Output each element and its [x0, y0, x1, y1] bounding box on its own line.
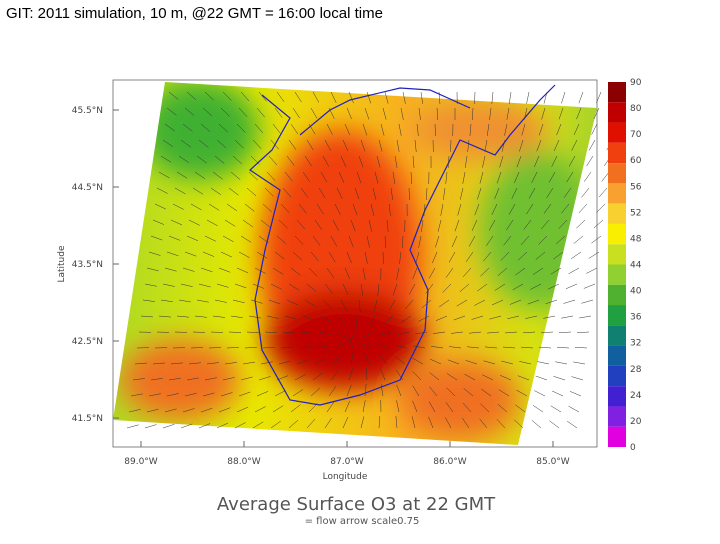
colorbar-swatch: [608, 406, 626, 426]
wind-arrow: [589, 252, 599, 258]
wind-arrow: [571, 377, 583, 380]
colorbar-swatch: [608, 183, 626, 203]
colorbar-swatch: [608, 102, 626, 122]
colorbar-swatch: [608, 204, 626, 224]
wind-arrow: [602, 172, 609, 181]
wind-arrow: [561, 316, 573, 318]
wind-arrow: [534, 391, 545, 396]
wind-arrow: [584, 284, 595, 288]
wind-arrow: [579, 316, 591, 318]
lon-tick-label: 88.0°W: [227, 457, 261, 467]
colorbar-label: 80: [630, 104, 642, 114]
wind-arrow: [581, 300, 593, 303]
colorbar-swatch: [608, 265, 626, 285]
colorbar-label: 52: [630, 208, 641, 218]
colorbar-label: 60: [630, 156, 642, 166]
wind-arrow: [561, 92, 565, 103]
lon-tick-label: 89.0°W: [124, 457, 158, 467]
colorbar-swatch: [608, 346, 626, 366]
wind-arrow: [591, 236, 601, 243]
colorbar-label: 48: [630, 234, 642, 244]
wind-arrow: [582, 188, 589, 197]
wind-arrow: [163, 424, 174, 428]
wind-arrow: [536, 376, 547, 380]
wind-arrow: [564, 300, 575, 304]
wind-arrow: [574, 236, 583, 244]
colorbar-swatch: [608, 123, 626, 143]
wind-arrow: [533, 405, 543, 412]
wind-arrow: [575, 347, 587, 348]
colorbar-label: 28: [630, 365, 642, 375]
wind-arrow: [573, 362, 585, 364]
ozone-field: [100, 70, 610, 460]
colorbar-label: 20: [630, 417, 642, 427]
lat-tick-label: 43.5°N: [72, 260, 103, 270]
colorbar-swatch: [608, 427, 626, 447]
colorbar-swatch: [608, 163, 626, 183]
wind-arrow: [569, 268, 579, 274]
colorbar-label: 40: [630, 287, 642, 297]
wind-arrow: [571, 252, 581, 259]
wind-arrow: [567, 421, 577, 428]
colorbar-swatch: [608, 285, 626, 305]
colorbar-label: 0: [630, 443, 636, 453]
y-axis-label: Latitude: [57, 245, 67, 283]
lon-tick-label: 87.0°W: [330, 457, 364, 467]
wind-arrow: [576, 220, 585, 228]
map-subtitle: = flow arrow scale0.75: [305, 516, 420, 527]
colorbar-label: 24: [630, 391, 642, 401]
wind-arrow: [586, 268, 597, 273]
wind-arrow: [569, 406, 579, 412]
colorbar-swatch: [608, 305, 626, 325]
wind-arrow: [509, 92, 511, 104]
wind-arrow: [145, 425, 156, 428]
wind-arrow: [579, 92, 583, 103]
colorbar-swatch: [608, 386, 626, 406]
colorbar-label: 32: [630, 339, 641, 349]
lat-tick-label: 44.5°N: [72, 183, 103, 193]
wind-arrow: [555, 362, 567, 364]
map-title: Average Surface O3 at 22 GMT: [217, 494, 496, 515]
wind-arrow: [527, 92, 529, 104]
lat-tick-label: 41.5°N: [72, 414, 103, 424]
colorbar-swatch: [608, 82, 626, 102]
wind-arrow: [532, 420, 541, 428]
wind-arrow: [594, 220, 603, 228]
colorbar-label: 90: [630, 78, 642, 88]
colorbar-label: 36: [630, 313, 642, 323]
colorbar-swatch: [608, 325, 626, 345]
colorbar-swatch: [608, 143, 626, 163]
lon-tick-label: 85.0°W: [536, 457, 570, 467]
wind-arrow: [557, 347, 569, 348]
lon-tick-label: 86.0°W: [433, 457, 467, 467]
wind-arrow: [566, 284, 577, 289]
wind-arrow: [577, 332, 589, 333]
wind-arrow: [552, 391, 563, 396]
colorbar-label: 44: [630, 261, 642, 271]
wind-arrow: [599, 188, 607, 197]
wind-arrow: [597, 204, 605, 213]
wind-arrow: [570, 391, 581, 396]
wind-arrow: [559, 332, 571, 333]
slide-title: GIT: 2011 simulation, 10 m, @22 GMT = 16…: [6, 5, 383, 22]
lat-tick-label: 45.5°N: [72, 106, 103, 116]
wind-arrow: [551, 406, 561, 412]
colorbar-swatch: [608, 244, 626, 264]
wind-arrow: [554, 376, 565, 380]
wind-arrow: [584, 172, 591, 182]
wind-arrow: [589, 140, 595, 150]
wind-arrow: [127, 425, 139, 428]
colorbar-label: 70: [630, 130, 642, 140]
lat-tick-label: 42.5°N: [72, 337, 103, 347]
wind-arrow: [537, 362, 549, 364]
x-axis-label: Longitude: [323, 472, 368, 482]
colorbar-swatch: [608, 224, 626, 244]
wind-arrow: [549, 421, 559, 428]
colorbar-label: 56: [630, 182, 642, 192]
wind-arrow: [587, 156, 593, 166]
wind-arrow: [579, 204, 587, 213]
colorbar-swatch: [608, 366, 626, 386]
